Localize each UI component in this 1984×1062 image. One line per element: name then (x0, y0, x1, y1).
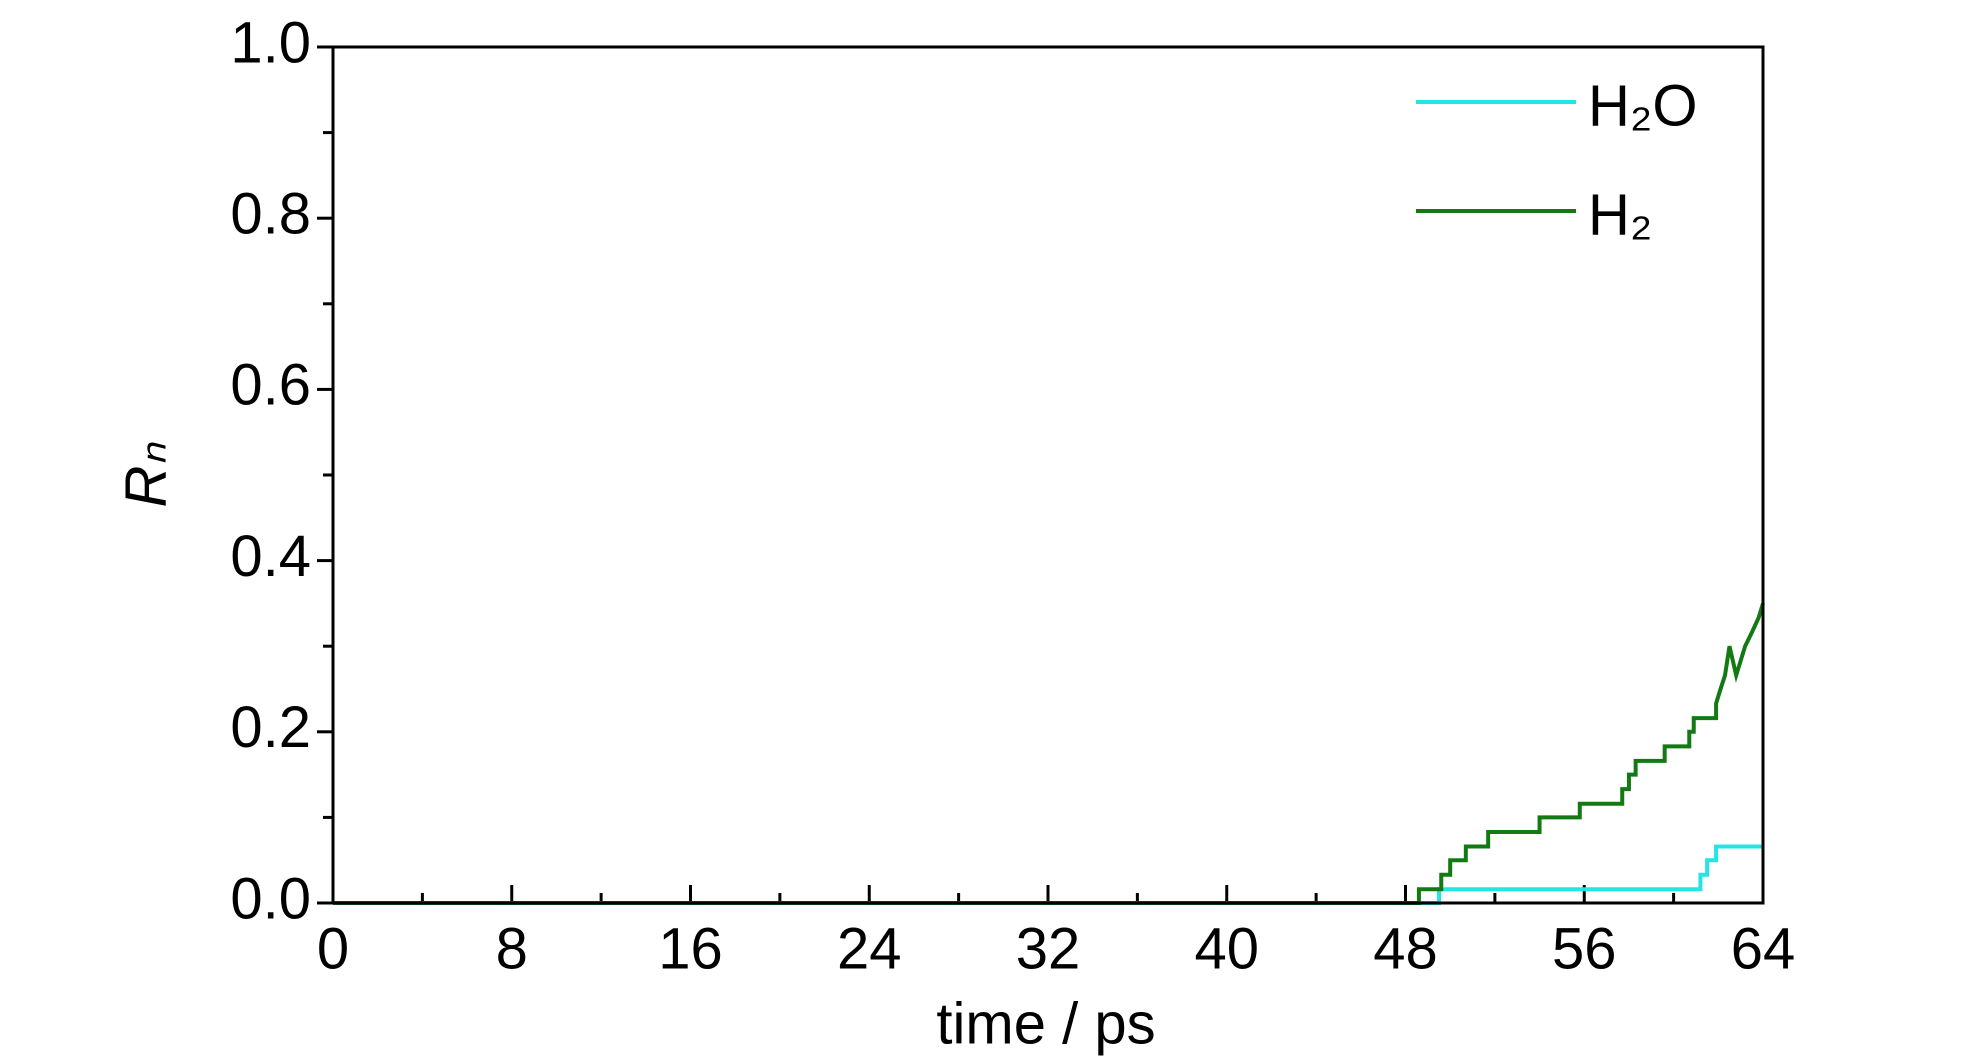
x-tick-label: 8 (496, 916, 528, 981)
y-tick-label: 0.8 (230, 182, 311, 247)
x-tick-label: 24 (837, 916, 902, 981)
data-line (333, 844, 1763, 905)
x-tick-label: 16 (658, 916, 723, 981)
legend-label: H₂ (1588, 182, 1652, 247)
x-tick-label: 32 (1016, 916, 1081, 981)
x-tick-label: 64 (1731, 916, 1796, 981)
y-tick-label: 0.4 (230, 524, 311, 589)
x-tick-label: 0 (317, 916, 349, 981)
y-tick-label: 0.0 (230, 866, 311, 931)
y-tick-label: 1.0 (230, 10, 311, 75)
x-tick-label: 48 (1373, 916, 1438, 981)
y-tick-label: 0.2 (230, 695, 311, 760)
legend-label: H₂O (1588, 73, 1698, 138)
x-tick-label: 56 (1552, 916, 1617, 981)
plot-frame (331, 45, 1765, 905)
data-line (333, 602, 1765, 905)
y-axis-label: Rₙ (113, 442, 178, 508)
x-tick-label: 40 (1194, 916, 1259, 981)
x-axis-label: time / ps (936, 991, 1155, 1056)
y-tick-label: 0.6 (230, 353, 311, 418)
